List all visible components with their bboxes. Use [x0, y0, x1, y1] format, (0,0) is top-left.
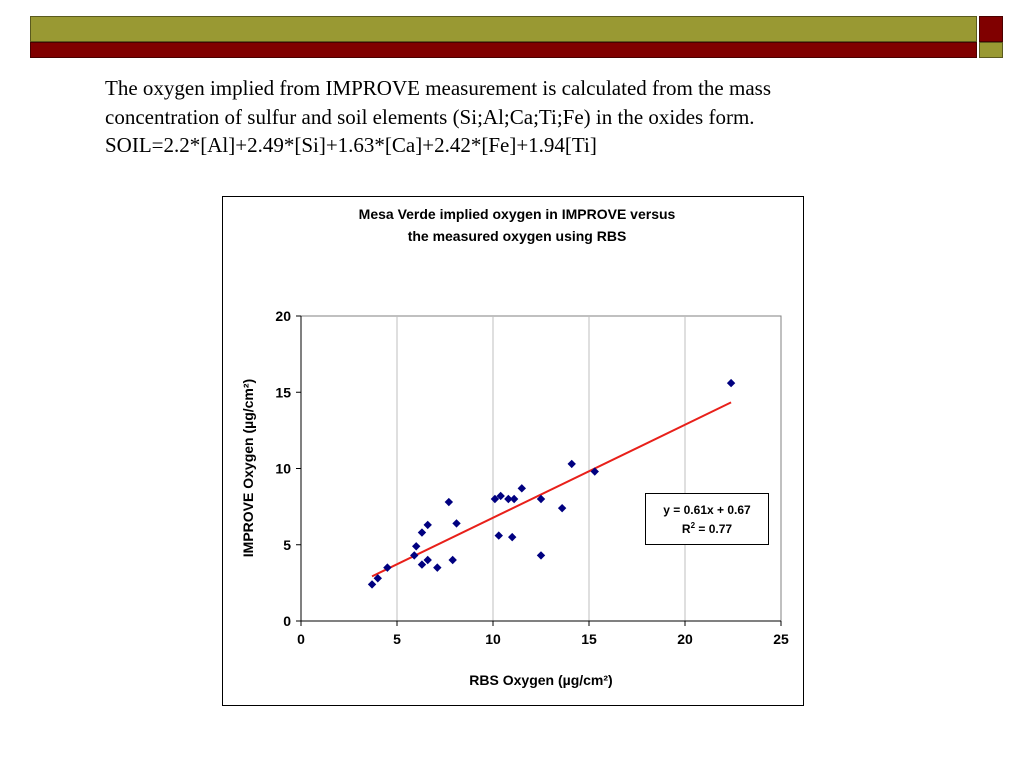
header-maroon-bar: [30, 42, 977, 58]
y-tick-label: 20: [275, 308, 291, 324]
scatter-chart: Mesa Verde implied oxygen in IMPROVE ver…: [240, 206, 789, 688]
data-point: [494, 531, 503, 540]
r-squared-exponent: 2: [690, 521, 696, 530]
data-point: [452, 519, 461, 528]
data-point: [536, 551, 546, 560]
data-point: [508, 532, 517, 542]
data-point: [412, 542, 421, 551]
data-point: [423, 555, 432, 565]
trendline-layer: [371, 401, 732, 578]
data-point: [496, 491, 505, 501]
data-point: [536, 494, 546, 504]
data-point: [448, 555, 457, 565]
chart-title-line-2: the measured oxygen using RBS: [408, 228, 627, 244]
data-point: [367, 580, 377, 589]
r-squared-label: R: [681, 522, 691, 536]
x-tick-label: 15: [581, 631, 597, 647]
plot-area: [300, 315, 782, 622]
slide-body-text: The oxygen implied from IMPROVE measurem…: [105, 74, 985, 160]
header-maroon-square: [979, 16, 1003, 42]
x-axis-label: RBS Oxygen (µg/cm²): [469, 672, 612, 688]
r-squared-text: R2 = 0.77: [646, 518, 768, 537]
y-tick-label: 5: [283, 537, 291, 553]
grid-layer: [396, 316, 686, 621]
y-tick-label: 0: [283, 613, 291, 629]
x-tick-label: 0: [297, 631, 305, 647]
body-text-line: SOIL=2.2*[Al]+2.49*[Si]+1.63*[Ca]+2.42*[…: [105, 133, 597, 157]
data-point: [557, 503, 567, 513]
data-point: [433, 563, 442, 572]
body-text-line: concentration of sulfur and soil element…: [105, 104, 755, 129]
data-point: [567, 459, 576, 469]
r-squared-value: = 0.77: [695, 522, 733, 536]
body-text-line: The oxygen implied from IMPROVE measurem…: [105, 76, 772, 100]
y-axis-label: IMPROVE Oxygen (µg/cm²): [240, 379, 256, 557]
trendline-equation: y = 0.61x + 0.67: [663, 503, 751, 517]
data-point: [383, 563, 392, 572]
chart-container: Mesa Verde implied oxygen in IMPROVE ver…: [222, 196, 804, 706]
y-tick-label: 15: [275, 384, 291, 400]
chart-title-line-1: Mesa Verde implied oxygen in IMPROVE ver…: [359, 206, 676, 222]
header-olive-square: [979, 42, 1003, 58]
y-tick-label: 10: [275, 461, 291, 477]
trendline: [371, 401, 732, 578]
trendline-equation-box: y = 0.61x + 0.67 R2 = 0.77: [645, 493, 769, 545]
x-tick-label: 5: [393, 631, 401, 647]
data-point: [504, 494, 513, 504]
x-tick-label: 20: [677, 631, 693, 647]
axis-layer: 0 5 10 15 20 25 0 5 10 15 20: [275, 308, 789, 647]
data-point: [490, 494, 500, 504]
header-olive-bar: [30, 16, 977, 42]
x-tick-label: 25: [773, 631, 789, 647]
data-point: [590, 467, 599, 476]
x-tick-label: 10: [485, 631, 501, 647]
